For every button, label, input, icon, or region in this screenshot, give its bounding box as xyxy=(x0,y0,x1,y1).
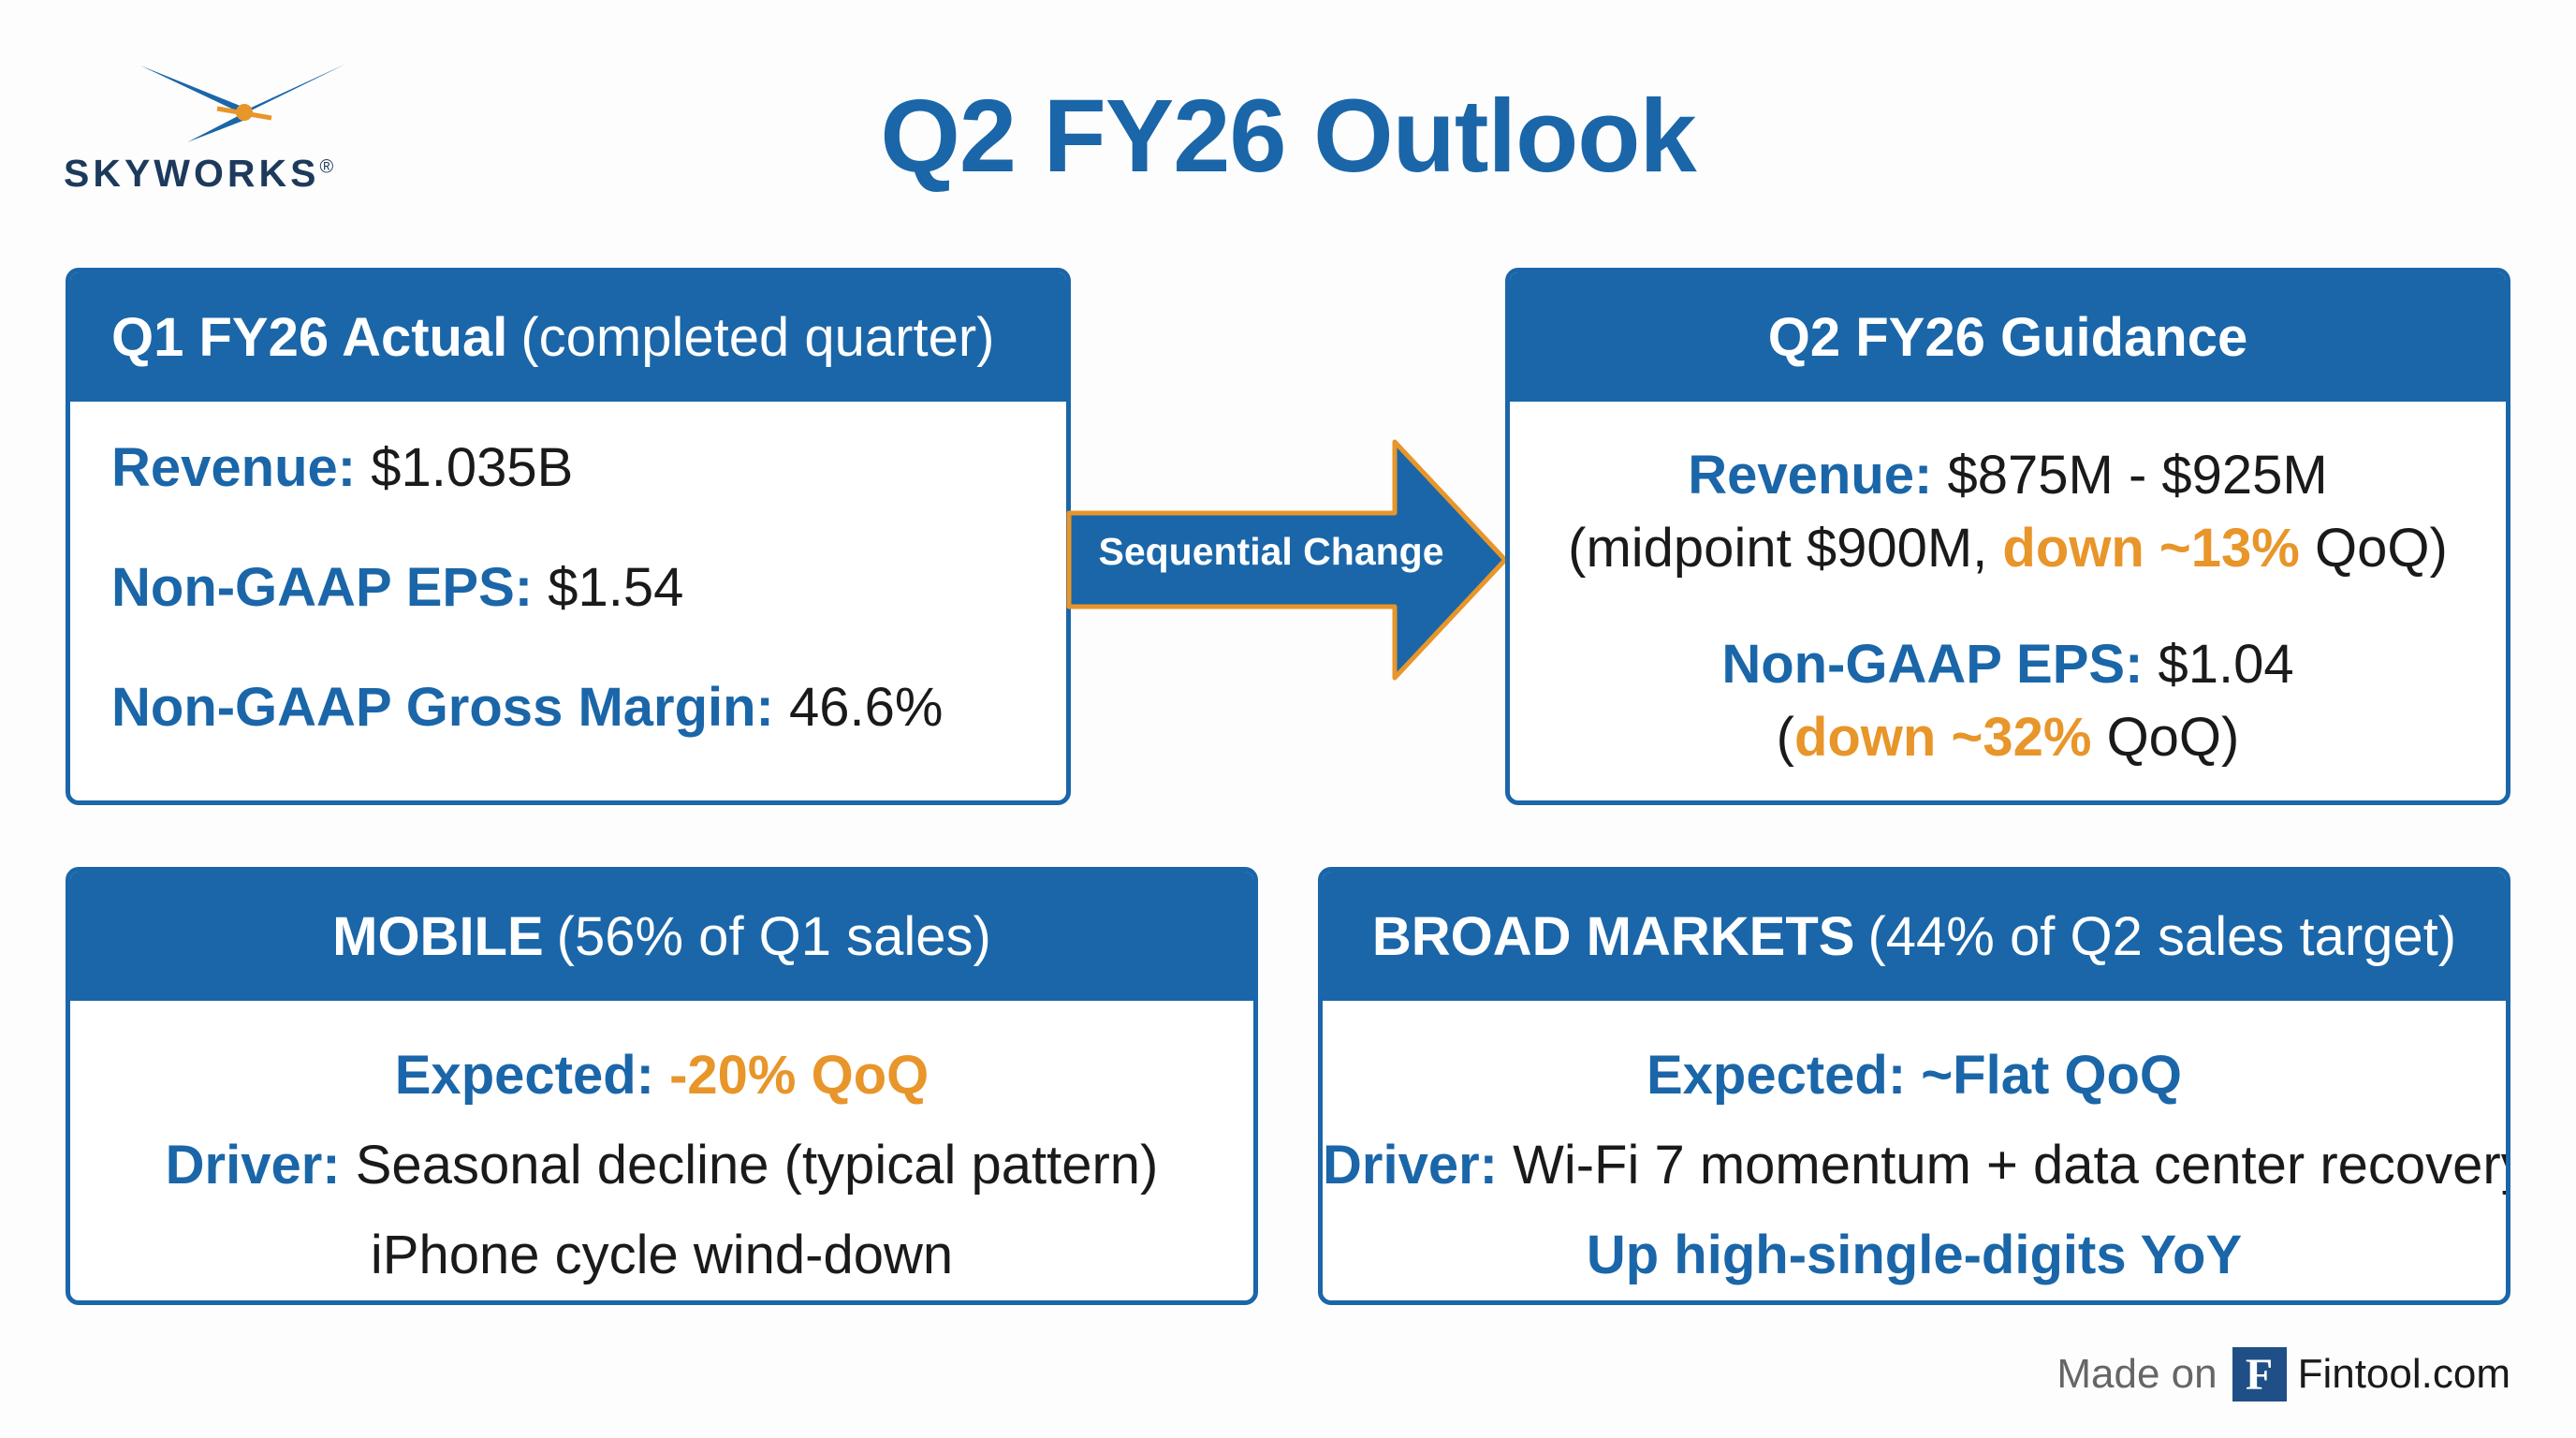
mobile-expected-value: -20% QoQ xyxy=(669,1045,929,1106)
broad-markets-card: BROAD MARKETS (44% of Q2 sales target) E… xyxy=(1318,867,2510,1305)
q1-actual-header: Q1 FY26 Actual (completed quarter) xyxy=(70,272,1066,402)
mobile-driver-value: Seasonal decline (typical pattern) xyxy=(355,1135,1159,1196)
q1-eps-value: $1.54 xyxy=(548,557,684,618)
footer-made-on: Made on xyxy=(2056,1351,2217,1397)
broad-expected-line: Expected: ~Flat QoQ xyxy=(1323,1031,2506,1121)
footer-attribution: Made on F Fintool.com xyxy=(2056,1346,2510,1402)
q1-actual-header-title: Q1 FY26 Actual xyxy=(111,306,508,368)
q2-eps-label: Non-GAAP EPS: xyxy=(1721,634,2144,695)
q2-revenue-label: Revenue: xyxy=(1688,445,1933,506)
q2-guidance-header-title: Q2 FY26 Guidance xyxy=(1767,306,2248,368)
q1-gross-margin-value: 46.6% xyxy=(789,677,944,738)
logo-wordmark: SKYWORKS® xyxy=(64,152,338,195)
q1-gross-margin-line: Non-GAAP Gross Margin: 46.6% xyxy=(111,673,1066,742)
q1-actual-header-note: (completed quarter) xyxy=(520,306,995,368)
mobile-expected-label: Expected: xyxy=(394,1045,654,1106)
sequential-change-label: Sequential Change xyxy=(1098,530,1444,573)
fintool-icon: F xyxy=(2232,1347,2287,1401)
q1-eps-label: Non-GAAP EPS: xyxy=(111,557,534,618)
footer-site-link[interactable]: Fintool.com xyxy=(2297,1351,2510,1397)
q2-revenue-line: Revenue: $875M - $925M xyxy=(1510,439,2506,512)
q2-revenue-qoq: QoQ) xyxy=(2315,518,2448,579)
broad-markets-header-note: (44% of Q2 sales target) xyxy=(1867,905,2457,967)
q2-eps-qoq: QoQ) xyxy=(2106,707,2240,768)
mobile-expected-line: Expected: -20% QoQ xyxy=(70,1031,1253,1121)
broad-note: Up high-single-digits YoY xyxy=(1586,1225,2243,1285)
q1-actual-card: Q1 FY26 Actual (completed quarter) Reven… xyxy=(66,268,1071,805)
q2-eps-note: (down ~32% QoQ) xyxy=(1510,701,2506,774)
q2-revenue-value: $875M - $925M xyxy=(1947,445,2328,506)
q2-revenue-midpoint: (midpoint $900M, xyxy=(1568,518,1988,579)
q1-gross-margin-label: Non-GAAP Gross Margin: xyxy=(111,677,774,738)
mobile-card: MOBILE (56% of Q1 sales) Expected: -20% … xyxy=(66,867,1258,1305)
mobile-header-note: (56% of Q1 sales) xyxy=(556,905,991,967)
skyworks-logo: SKYWORKS® xyxy=(64,56,382,206)
broad-expected-label: Expected: xyxy=(1646,1045,1907,1106)
page-title: Q2 FY26 Outlook xyxy=(880,79,1696,194)
q1-eps-line: Non-GAAP EPS: $1.54 xyxy=(111,553,1066,623)
broad-driver-value: Wi-Fi 7 momentum + data center recovery xyxy=(1513,1135,2510,1196)
q2-eps-change: down ~32% xyxy=(1793,707,2092,768)
mobile-header: MOBILE (56% of Q1 sales) xyxy=(70,872,1253,1001)
mobile-header-title: MOBILE xyxy=(332,905,544,967)
mobile-note: iPhone cycle wind-down xyxy=(370,1225,954,1285)
broad-driver-label: Driver: xyxy=(1323,1135,1498,1196)
q2-eps-line: Non-GAAP EPS: $1.04 xyxy=(1510,628,2506,701)
mobile-driver-line: Driver: Seasonal decline (typical patter… xyxy=(70,1121,1253,1211)
skyworks-bird-icon xyxy=(140,64,346,142)
broad-driver-line: Driver: Wi-Fi 7 momentum + data center r… xyxy=(1323,1121,2506,1211)
q1-revenue-line: Revenue: $1.035B xyxy=(111,433,1066,503)
q1-revenue-label: Revenue: xyxy=(111,437,357,498)
q2-eps-note-open: ( xyxy=(1776,707,1794,768)
q1-revenue-value: $1.035B xyxy=(371,437,574,498)
broad-markets-header-title: BROAD MARKETS xyxy=(1371,905,1855,967)
mobile-driver-label: Driver: xyxy=(165,1135,341,1196)
q2-eps-value: $1.04 xyxy=(2158,634,2294,695)
broad-markets-header: BROAD MARKETS (44% of Q2 sales target) xyxy=(1323,872,2506,1001)
q2-revenue-note: (midpoint $900M, down ~13% QoQ) xyxy=(1510,512,2506,585)
q2-revenue-change: down ~13% xyxy=(2002,518,2300,579)
q2-guidance-card: Q2 FY26 Guidance Revenue: $875M - $925M … xyxy=(1505,268,2510,805)
sequential-change-arrow-icon xyxy=(1066,439,1508,681)
q2-guidance-header: Q2 FY26 Guidance xyxy=(1510,272,2506,402)
broad-expected-value: ~Flat QoQ xyxy=(1921,1045,2183,1106)
